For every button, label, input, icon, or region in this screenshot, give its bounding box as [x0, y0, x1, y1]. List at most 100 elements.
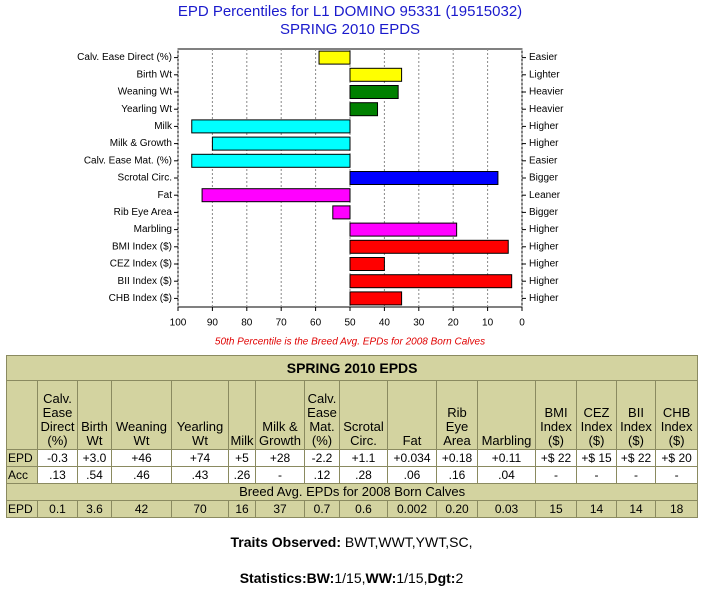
table-cell: 37 — [255, 500, 305, 518]
footer-text: 1/15, — [396, 570, 428, 586]
right-label: Higher — [529, 138, 559, 149]
table-cell: .12 — [304, 466, 340, 484]
right-label: Higher — [529, 241, 559, 252]
table-cell: +$ 22 — [616, 449, 656, 467]
y-tick-label: Milk — [154, 121, 173, 132]
column-header: Yearling Wt — [171, 380, 229, 450]
x-tick-label: 40 — [379, 318, 391, 329]
table-cell: - — [255, 466, 305, 484]
table-cell: 16 — [228, 500, 256, 518]
column-header: Rib Eye Area — [436, 380, 478, 450]
bar — [349, 239, 509, 254]
table-cell: +5 — [228, 449, 256, 467]
column-header: CEZ Index ($) — [576, 380, 617, 450]
chart-title: SPRING 2010 EPDS — [280, 21, 420, 38]
right-label: Higher — [529, 293, 559, 304]
bar — [332, 205, 351, 220]
bar — [318, 50, 351, 65]
column-header: Birth Wt — [77, 380, 112, 450]
x-tick-label: 30 — [413, 318, 425, 329]
table-cell: 14 — [616, 500, 656, 518]
bar — [349, 102, 379, 117]
bar — [211, 136, 351, 151]
column-header: Milk — [228, 380, 256, 450]
column-header: Calv. Ease Mat. (%) — [304, 380, 340, 450]
x-tick-label: 50 — [344, 318, 356, 329]
y-tick-label: Birth Wt — [136, 69, 172, 80]
right-label: Higher — [529, 224, 559, 235]
table-cell: +$ 22 — [535, 449, 577, 467]
x-tick-label: 10 — [482, 318, 494, 329]
bar — [349, 274, 513, 289]
right-label: Lighter — [529, 69, 560, 80]
right-label: Heavier — [529, 87, 564, 98]
right-label: Easier — [529, 155, 558, 166]
column-header: BII Index ($) — [616, 380, 656, 450]
table-cell: 18 — [654, 500, 699, 518]
table-cell: +1.1 — [339, 449, 388, 467]
y-tick-label: Rib Eye Area — [114, 207, 173, 218]
right-label: Heavier — [529, 104, 564, 115]
table-cell: -0.3 — [37, 449, 78, 467]
table-cell: +0.18 — [436, 449, 478, 467]
column-header: Fat — [387, 380, 437, 450]
table-cell: 0.002 — [387, 500, 437, 518]
x-tick-label: 20 — [448, 318, 460, 329]
column-header: BMI Index ($) — [535, 380, 577, 450]
chart-note: 50th Percentile is the Breed Avg. EPDs f… — [215, 337, 485, 348]
y-tick-label: Yearling Wt — [121, 104, 172, 115]
table-cell: - — [616, 466, 656, 484]
table-cell: .06 — [387, 466, 437, 484]
bar — [349, 85, 399, 99]
right-label: Higher — [529, 276, 559, 287]
table-title: SPRING 2010 EPDS — [5, 355, 699, 381]
table-cell: 15 — [535, 500, 577, 518]
table-cell: 14 — [576, 500, 617, 518]
x-tick-label: 60 — [310, 318, 322, 329]
footer-text: 1/15, — [334, 570, 366, 586]
y-tick-label: Milk & Growth — [110, 138, 172, 149]
bar — [349, 222, 458, 237]
column-header: Milk & Growth — [255, 380, 305, 450]
y-tick-label: BII Index ($) — [118, 276, 172, 287]
table-cell: .28 — [339, 466, 388, 484]
table-cell: .46 — [111, 466, 172, 484]
table-cell: +28 — [255, 449, 305, 467]
column-header: Calv. Ease Direct (%) — [37, 380, 78, 450]
table-cell: .13 — [37, 466, 78, 484]
table-cell: .54 — [77, 466, 112, 484]
column-header: Scrotal Circ. — [339, 380, 388, 450]
right-label: Bigger — [529, 207, 559, 218]
y-tick-label: BMI Index ($) — [112, 241, 172, 252]
footer-text: 2 — [455, 570, 464, 586]
table-cell: .26 — [228, 466, 256, 484]
footer-text: Dgt: — [427, 570, 456, 586]
breed-avg-caption: Breed Avg. EPDs for 2008 Born Calves — [5, 483, 699, 501]
right-label: Higher — [529, 259, 559, 270]
table-cell: -2.2 — [304, 449, 340, 467]
column-header: Weaning Wt — [111, 380, 172, 450]
table-cell: +0.034 — [387, 449, 437, 467]
table-cell: - — [576, 466, 617, 484]
table-cell: .43 — [171, 466, 229, 484]
table-cell: +$ 20 — [654, 449, 699, 467]
row-label: EPD — [6, 500, 38, 518]
right-label: Bigger — [529, 173, 559, 184]
column-header: Marbling — [477, 380, 536, 450]
y-tick-label: Weaning Wt — [118, 87, 173, 98]
bar — [349, 67, 403, 82]
y-tick-label: Calv. Ease Direct (%) — [77, 52, 172, 63]
y-tick-label: CEZ Index ($) — [110, 259, 172, 270]
table-cell: 0.7 — [304, 500, 340, 518]
table-cell: +$ 15 — [576, 449, 617, 467]
table-cell: 0.20 — [436, 500, 478, 518]
table-cell: - — [654, 466, 699, 484]
table-cell: - — [535, 466, 577, 484]
x-tick-label: 0 — [519, 318, 525, 329]
table-cell: 3.6 — [77, 500, 112, 518]
table-cell: +46 — [111, 449, 172, 467]
footer-text: Statistics:BW: — [239, 570, 335, 586]
right-label: Higher — [529, 121, 559, 132]
table-cell: 70 — [171, 500, 229, 518]
